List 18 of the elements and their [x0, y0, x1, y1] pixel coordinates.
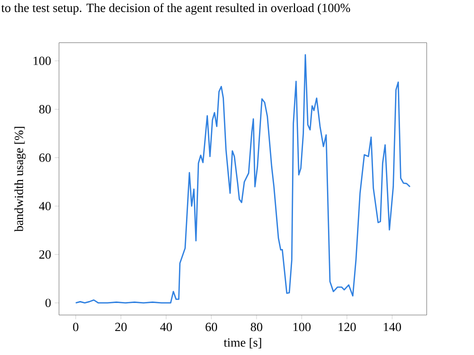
x-tick-label: 60 — [206, 322, 218, 332]
y-tick-label: 80 — [39, 105, 51, 114]
x-tick-label: 100 — [293, 322, 311, 332]
y-tick-label: 60 — [39, 153, 51, 162]
x-tick-label: 20 — [115, 322, 127, 332]
text: to the test setup. The decision of the agent resulted in overload (100% — [1, 3, 350, 15]
x-tick-label: 140 — [384, 322, 401, 332]
y-tick-label: 100 — [34, 56, 51, 66]
x-tick-label: 0 — [73, 322, 78, 332]
y-axis-title: bandwidth usage [%] — [14, 126, 26, 232]
x-tick-label: 80 — [250, 322, 262, 332]
x-axis-title: time [s] — [224, 338, 262, 348]
x-tick-label: 40 — [160, 322, 172, 332]
x-tick-label: 120 — [338, 322, 356, 332]
y-tick-label: 20 — [39, 250, 51, 259]
line-series — [75, 54, 411, 304]
y-tick-label: 0 — [45, 298, 51, 308]
y-tick-label: 40 — [39, 202, 51, 210]
